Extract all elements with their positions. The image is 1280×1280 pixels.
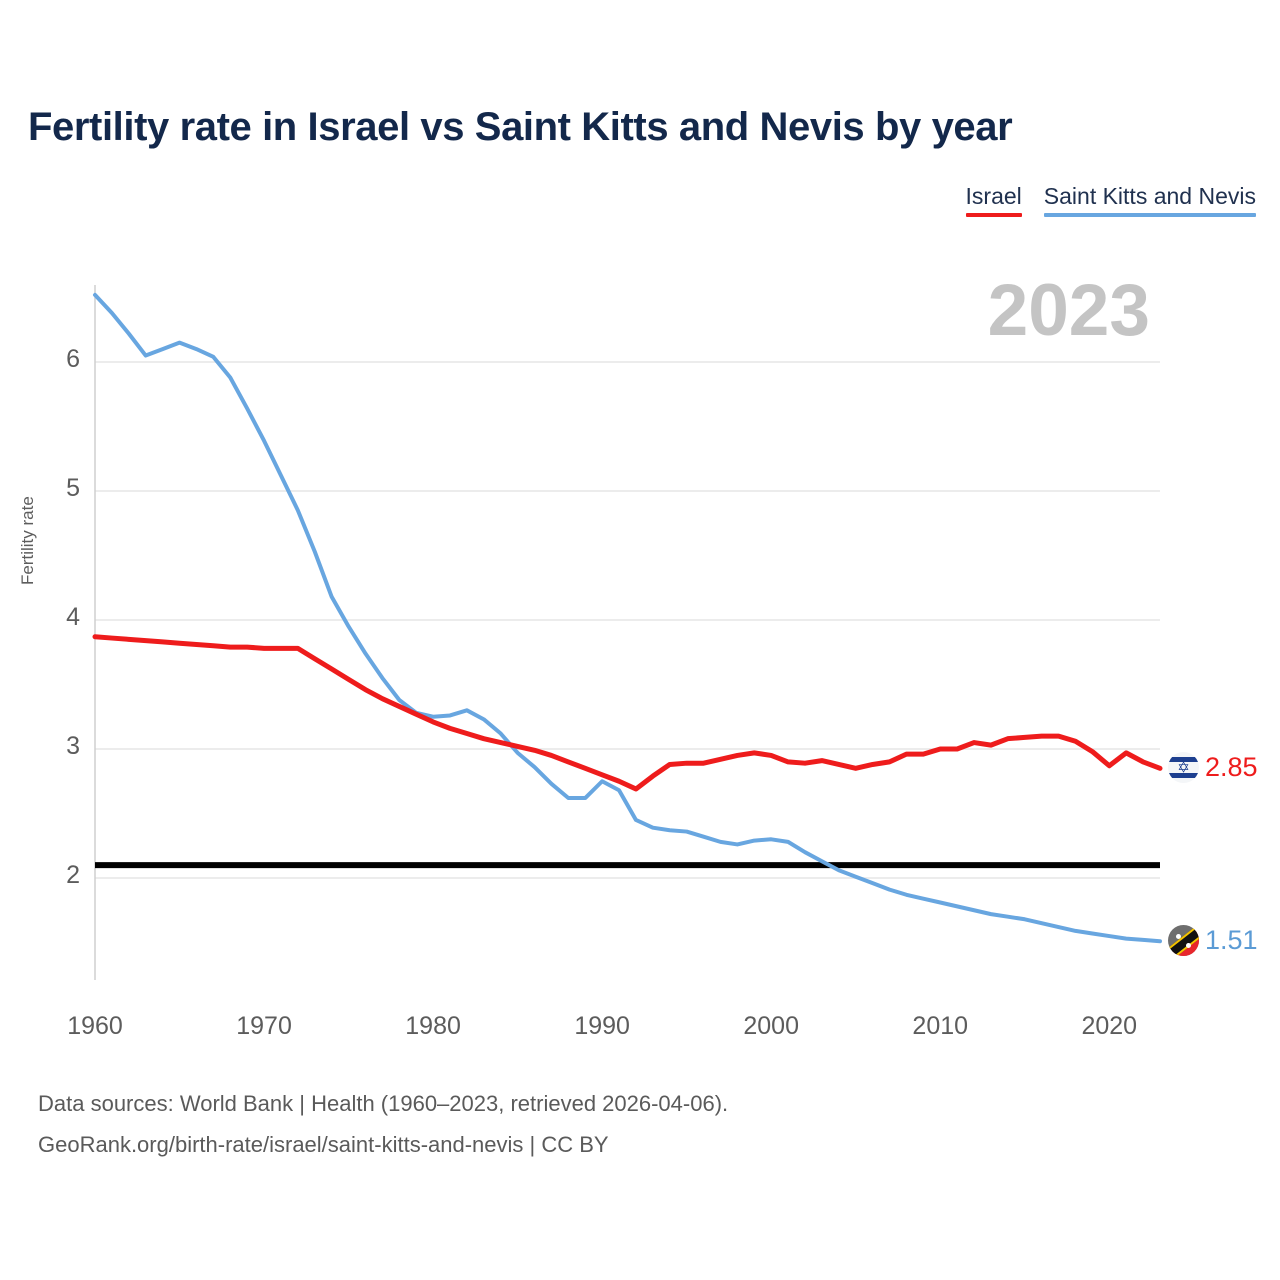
legend-label-saint-kitts-and-nevis: Saint Kitts and Nevis <box>1043 183 1256 209</box>
legend-label-israel: Israel <box>965 183 1022 209</box>
x-tick-label: 2010 <box>912 1012 969 1040</box>
x-tick-label: 1970 <box>236 1012 292 1040</box>
saint-kitts-and-nevis-flag-icon <box>1168 925 1199 957</box>
year-watermark: 2023 <box>987 270 1150 351</box>
y-tick-label: 6 <box>66 345 80 373</box>
y-tick-label: 4 <box>66 603 80 631</box>
legend-rule-saint-kitts-and-nevis <box>1043 213 1256 217</box>
x-tick-label: 1990 <box>574 1012 630 1040</box>
end-value-saint-kitts-and-nevis: 1.51 <box>1205 925 1258 956</box>
gridlines <box>95 361 1160 879</box>
y-tick-label: 5 <box>66 474 80 502</box>
line-saint-kitts-and-nevis <box>93 292 1162 944</box>
x-tick-label: 1980 <box>405 1012 461 1040</box>
footer-line-url: GeoRank.org/birth-rate/israel/saint-kitt… <box>38 1132 609 1157</box>
end-label-israel: ✡ 2.85 <box>1168 752 1258 784</box>
y-axis-title: Fertility rate <box>18 496 37 585</box>
israel-flag-icon: ✡ <box>1168 752 1199 784</box>
y-tick-label: 2 <box>66 861 80 889</box>
line-israel <box>92 634 1163 792</box>
x-tick-label: 2000 <box>743 1012 799 1040</box>
legend-rule-israel <box>965 213 1022 217</box>
page-title: Fertility rate in Israel vs Saint Kitts … <box>28 105 1013 149</box>
footer-credits: Data sources: World Bank | Health (1960–… <box>38 1083 728 1165</box>
legend-item-saint-kitts-and-nevis[interactable]: Saint Kitts and Nevis <box>1043 182 1256 217</box>
legend-item-israel[interactable]: Israel <box>965 182 1022 217</box>
y-tick-label: 3 <box>66 732 80 760</box>
end-label-saint-kitts-and-nevis: 1.51 <box>1168 925 1258 957</box>
x-tick-label: 1960 <box>67 1012 123 1040</box>
end-value-israel: 2.85 <box>1205 752 1258 783</box>
chart-legend: Israel Saint Kitts and Nevis <box>965 182 1256 217</box>
footer-line-sources: Data sources: World Bank | Health (1960–… <box>38 1091 729 1116</box>
x-tick-label: 2020 <box>1081 1012 1138 1040</box>
